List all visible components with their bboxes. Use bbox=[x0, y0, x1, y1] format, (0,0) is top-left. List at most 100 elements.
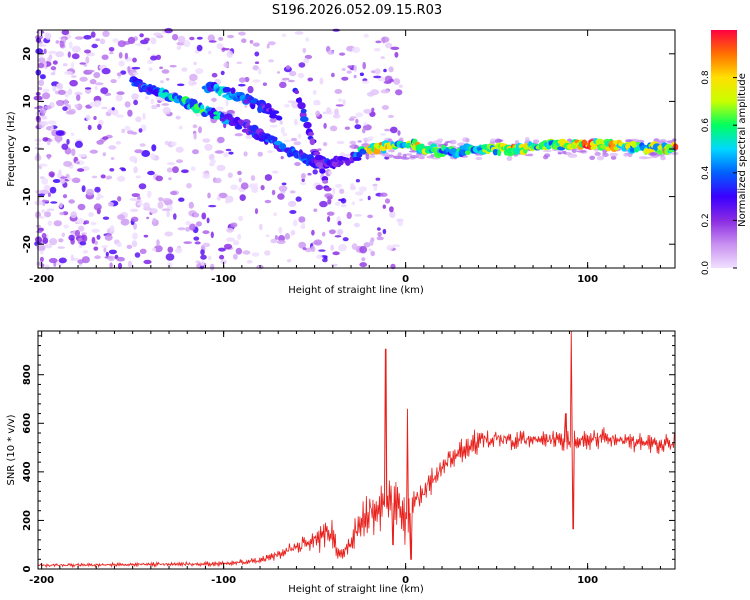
heatmap-speckle bbox=[96, 196, 101, 201]
heatmap-speckle bbox=[78, 153, 88, 158]
heatmap-speckle bbox=[116, 241, 122, 248]
heatmap-speckle bbox=[249, 40, 254, 44]
heatmap-speckle bbox=[264, 174, 273, 181]
heatmap-speckle bbox=[181, 67, 188, 72]
heatmap-speckle bbox=[340, 204, 347, 208]
heatmap-speckle bbox=[139, 248, 147, 254]
heatmap-speckle bbox=[368, 248, 372, 252]
heatmap-speckle bbox=[127, 109, 133, 117]
heatmap-speckle bbox=[217, 136, 225, 144]
heatmap-speckle bbox=[362, 127, 366, 134]
heatmap-speckle bbox=[307, 172, 312, 176]
heatmap-speckle bbox=[55, 130, 65, 136]
heatmap-speckle bbox=[361, 257, 366, 262]
heatmap-speckle bbox=[272, 170, 279, 174]
heatmap-speckle bbox=[60, 176, 68, 179]
heatmap-speckle bbox=[56, 83, 62, 89]
heatmap-speckle bbox=[277, 193, 285, 200]
heatmap-speckle bbox=[94, 255, 101, 260]
heatmap-speckle bbox=[102, 136, 109, 140]
heatmap-speckle bbox=[103, 247, 107, 253]
figure-title: S196.2026.052.09.15.R03 bbox=[272, 3, 442, 18]
heatmap-speckle bbox=[143, 234, 149, 238]
heatmap-speckle bbox=[252, 79, 261, 83]
heatmap-speckle bbox=[84, 87, 92, 90]
heatmap-speckle bbox=[313, 101, 321, 106]
heatmap-speckle bbox=[327, 216, 331, 222]
heatmap-speckle bbox=[266, 43, 270, 49]
heatmap-speckle bbox=[195, 113, 200, 117]
heatmap-halo bbox=[449, 139, 457, 145]
heatmap-speckle bbox=[44, 264, 50, 271]
heatmap-speckle bbox=[206, 217, 210, 224]
heatmap-speckle bbox=[112, 38, 119, 43]
heatmap-speckle bbox=[250, 175, 256, 181]
heatmap-speckle bbox=[304, 247, 312, 253]
heatmap-speckle bbox=[304, 54, 313, 60]
heatmap-speckle bbox=[216, 43, 224, 50]
heatmap-speckle bbox=[91, 236, 96, 244]
heatmap-speckle bbox=[67, 177, 73, 181]
heatmap-speckle bbox=[200, 254, 207, 260]
heatmap-speckle bbox=[176, 83, 185, 87]
heatmap-speckle bbox=[108, 47, 115, 52]
heatmap-speckle bbox=[202, 242, 211, 248]
heatmap-ridge-blob bbox=[328, 229, 336, 235]
heatmap-speckle bbox=[383, 68, 387, 73]
heatmap-speckle bbox=[38, 79, 45, 87]
heatmap-speckle bbox=[147, 59, 154, 65]
heatmap-speckle bbox=[270, 238, 278, 244]
heatmap-speckle bbox=[339, 188, 345, 194]
heatmap-speckle bbox=[76, 161, 80, 164]
heatmap-speckle bbox=[63, 224, 70, 229]
heatmap-speckle bbox=[161, 103, 170, 106]
heatmap-speckle bbox=[101, 67, 111, 75]
heatmap-speckle bbox=[301, 221, 305, 228]
heatmap-speckle bbox=[337, 220, 342, 226]
heatmap-speckle bbox=[359, 262, 368, 268]
heatmap-speckle bbox=[138, 128, 143, 133]
heatmap-speckle bbox=[172, 33, 179, 41]
snr-x-tick-label: -200 bbox=[29, 575, 54, 586]
heatmap-speckle bbox=[194, 50, 200, 54]
heatmap-speckle bbox=[62, 194, 68, 199]
heatmap-speckle bbox=[109, 51, 114, 55]
heatmap-speckle bbox=[74, 229, 81, 237]
heatmap-speckle bbox=[334, 89, 343, 94]
heatmap-speckle bbox=[143, 259, 152, 265]
heatmap-speckle bbox=[177, 227, 186, 231]
heatmap-speckle bbox=[354, 214, 362, 217]
heatmap-speckle bbox=[39, 256, 44, 262]
heatmap-halo bbox=[349, 140, 357, 145]
spectrogram-y-tick-label: -20 bbox=[22, 235, 33, 253]
heatmap-speckle bbox=[79, 241, 87, 246]
spectrogram-y-tick-label: 0 bbox=[22, 145, 33, 152]
heatmap-ridge-blob bbox=[646, 148, 655, 153]
heatmap-speckle bbox=[59, 178, 66, 184]
heatmap-speckle bbox=[175, 146, 184, 153]
heatmap-ridge-blob bbox=[271, 110, 280, 115]
heatmap-speckle bbox=[351, 201, 355, 206]
heatmap-speckle bbox=[62, 63, 68, 67]
snr-y-tick-label: 800 bbox=[22, 364, 33, 385]
heatmap-speckle bbox=[236, 61, 243, 64]
heatmap-speckle bbox=[110, 157, 115, 160]
heatmap-speckle bbox=[391, 244, 400, 248]
heatmap-ridge-blob bbox=[322, 180, 329, 184]
heatmap-speckle bbox=[241, 38, 247, 43]
heatmap-halo bbox=[542, 149, 552, 153]
snr-y-tick-label: 400 bbox=[22, 461, 33, 482]
heatmap-speckle bbox=[226, 50, 233, 58]
heatmap-speckle bbox=[158, 197, 164, 202]
heatmap-speckle bbox=[170, 141, 177, 147]
heatmap-ridge-blob bbox=[313, 151, 321, 156]
heatmap-speckle bbox=[156, 103, 161, 108]
heatmap-speckle bbox=[353, 222, 360, 228]
heatmap-speckle bbox=[269, 124, 278, 128]
heatmap-halo bbox=[602, 152, 609, 157]
heatmap-speckle bbox=[41, 115, 48, 120]
heatmap-speckle bbox=[166, 210, 170, 218]
heatmap-speckle bbox=[34, 200, 43, 206]
colorbar-tick-label: 0.4 bbox=[701, 165, 711, 180]
